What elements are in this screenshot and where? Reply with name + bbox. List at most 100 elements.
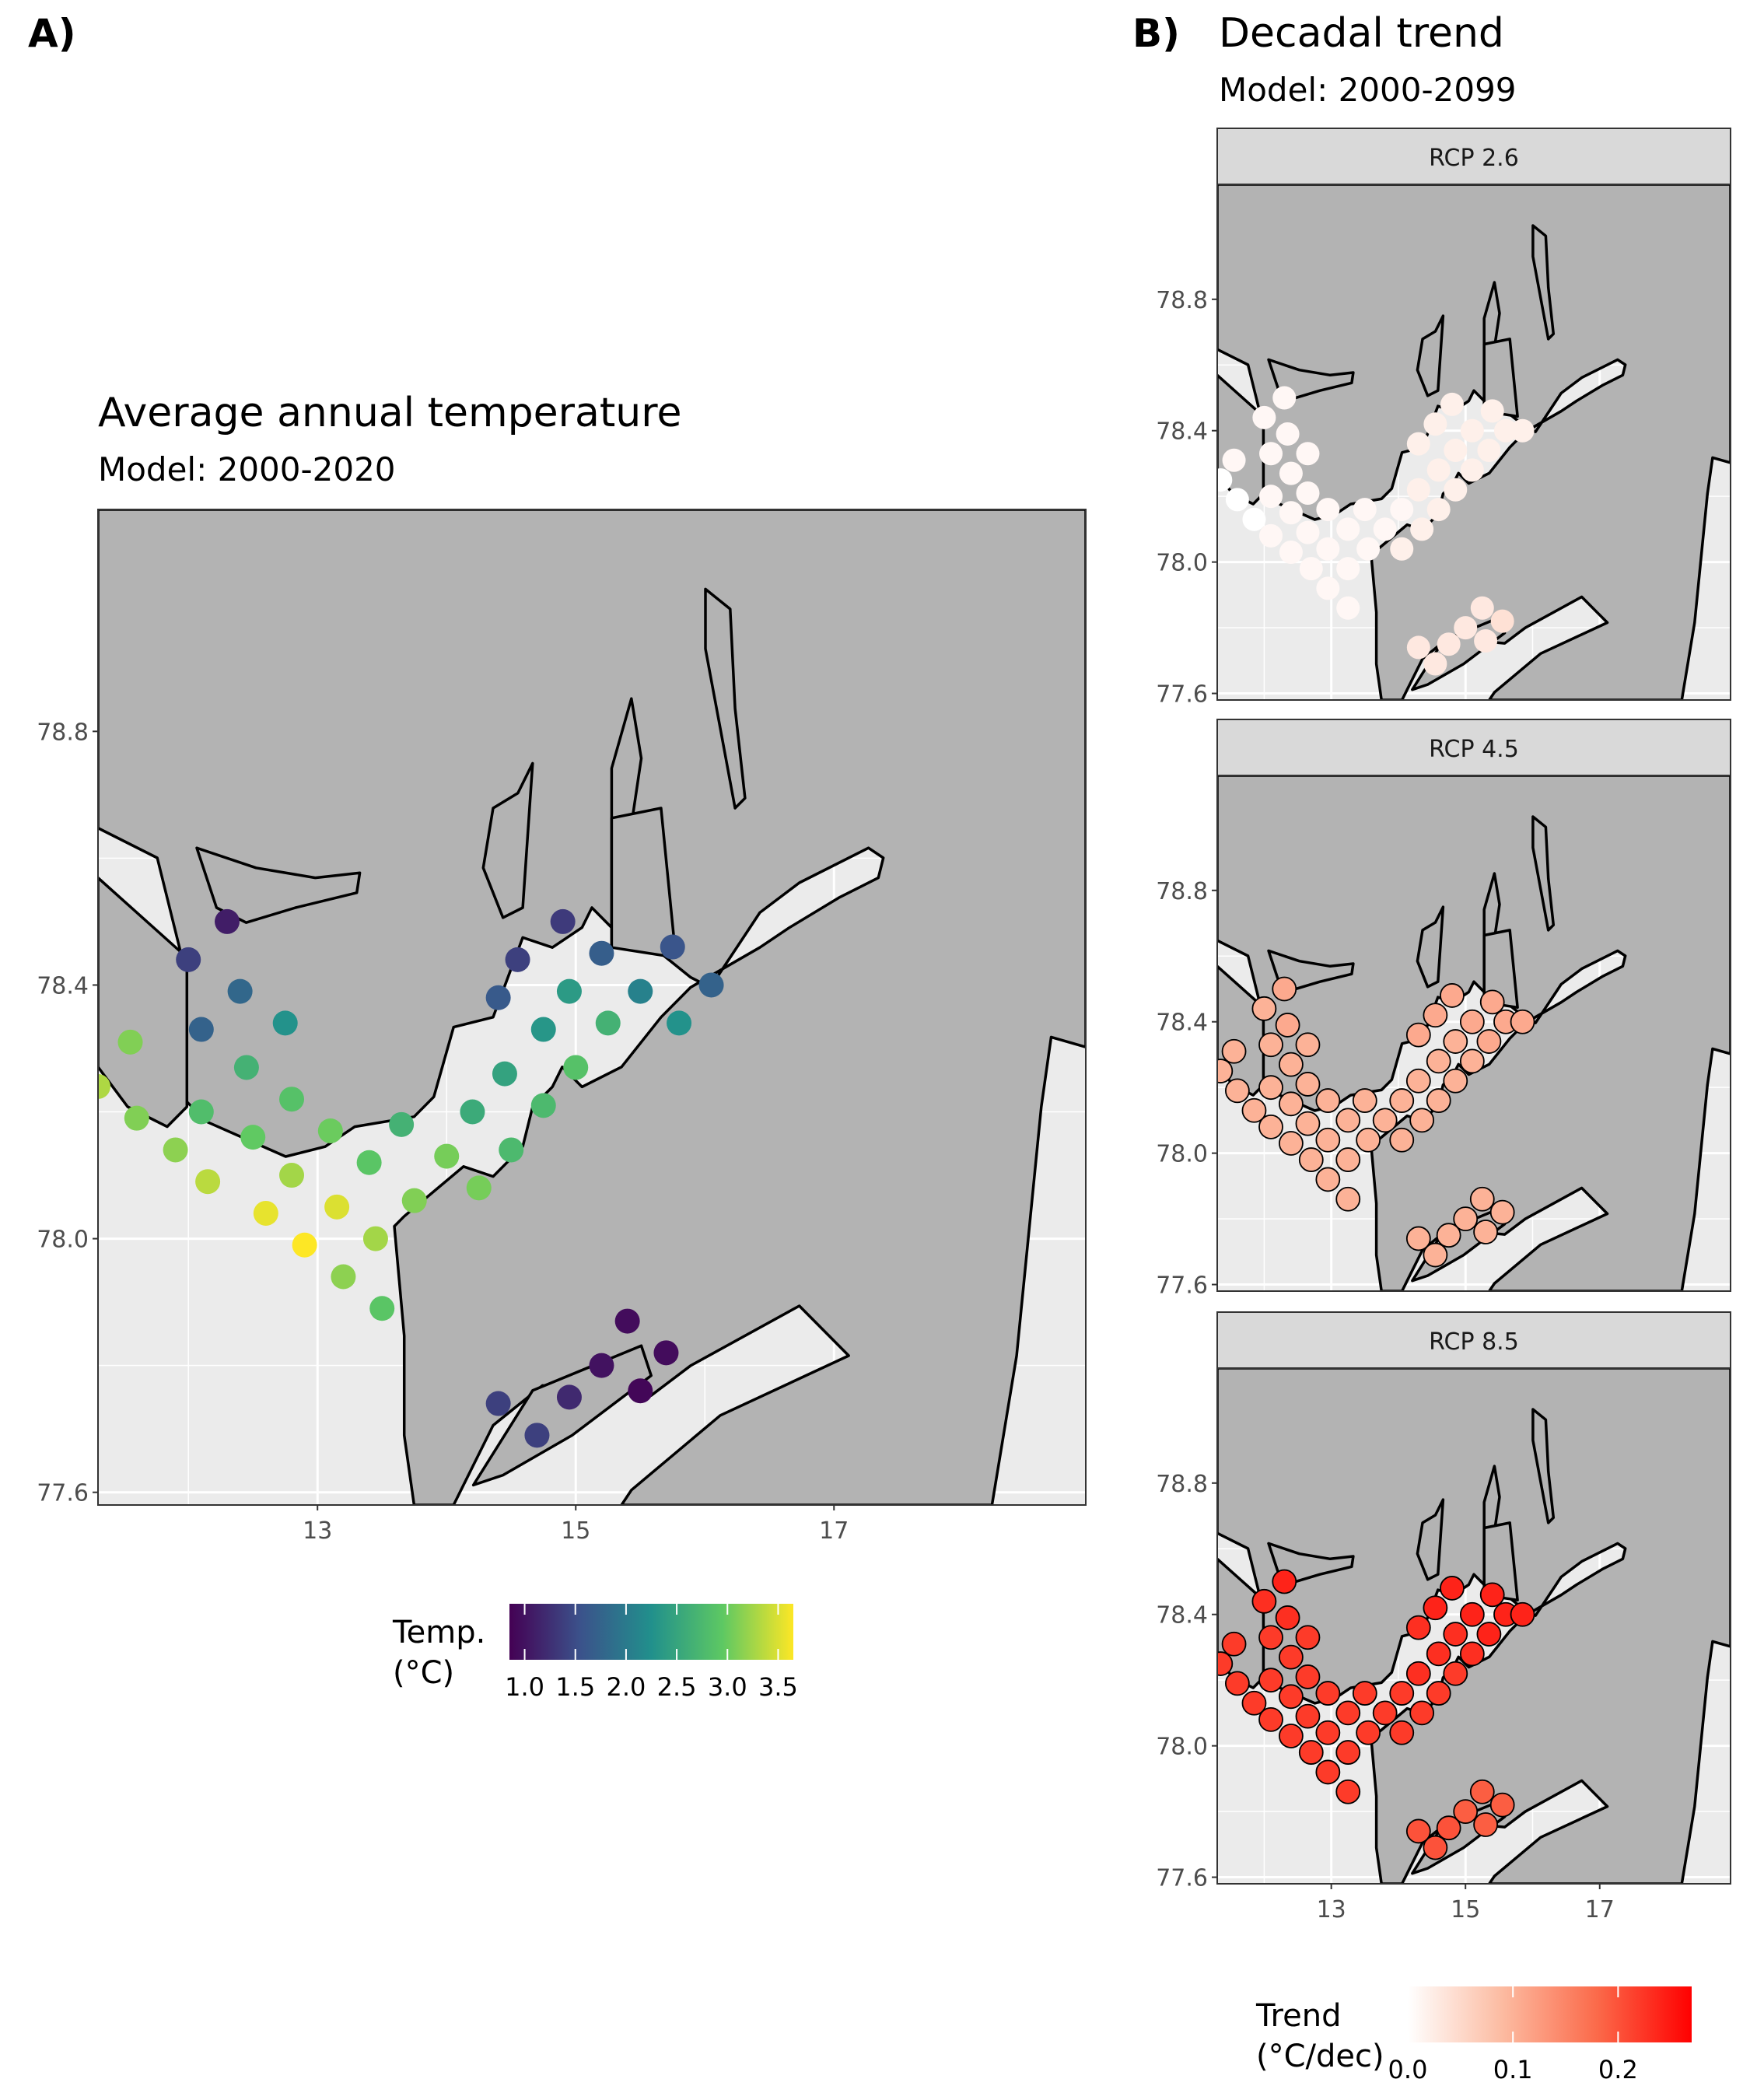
facet-1-data-point [1440,392,1464,416]
facet-2-data-point [1352,1088,1377,1113]
panel-a-plot-area [98,509,1086,1505]
panel-a-data-point [660,934,685,960]
facet-1-data-point [1454,616,1478,640]
temp-legend-title-line2: (°C) [393,1655,454,1691]
panel-a-data-point [98,1073,110,1099]
facet-1-data-point [1474,628,1498,653]
panel-a-land [98,509,1086,1505]
panel-a-data-point [324,1194,350,1220]
panel-a-y-axis: 77.6 78.0 78.4 78.8 [37,719,98,1507]
panel-a-y-tick-label: 78.0 [37,1227,89,1254]
facet-1-data-point [1510,418,1535,443]
facet-2-data-point [1356,1127,1381,1153]
panel-a-data-point [530,1017,556,1042]
facet-3-data-point [1335,1779,1361,1804]
facet-1-data-point [1222,448,1246,472]
facet-3-data-point [1217,1651,1234,1676]
facet-1-data-point [1353,498,1377,522]
panel-a-data-point [589,1353,614,1378]
facet-2-data-point [1279,1052,1304,1077]
facet-2-data-point [1372,1108,1398,1133]
colorbar-tick-label: 3.5 [758,1672,798,1702]
facet-2-data-point [1389,1088,1415,1113]
facet-3-data-point [1443,1661,1468,1686]
facet-2-data-point [1476,1029,1502,1054]
facet-3-y-tick-label: 77.6 [1156,1865,1208,1892]
colorbar-tick-label: 0.2 [1598,2055,1638,2084]
facet-1-data-point [1460,458,1484,482]
facet-1-landmass [1482,338,1519,418]
facet-3-data-point [1315,1759,1341,1785]
facet-1-data-point [1423,652,1447,676]
panel-b-letter: B) [1132,11,1180,56]
colorbar-tick-label: 2.0 [606,1672,646,1702]
facet-3-data-point [1279,1644,1304,1670]
facet-1-data-point [1225,488,1249,512]
facet-2-data-point [1423,1242,1448,1268]
facet-3-x-tick-label: 13 [1317,1896,1346,1923]
panel-a-points [98,908,724,1448]
facet-2-data-point [1453,1206,1479,1231]
facet-3-landmass [1217,1368,1731,1884]
facet-2-data-point [1315,1167,1341,1192]
facet-2-data-point [1217,1059,1234,1083]
facet-2-data-point [1335,1147,1361,1172]
facet-3-data-point [1459,1601,1485,1627]
facet-2: RCP 4.5 77.6 78.0 78.4 78.8 [1156,719,1731,1300]
facet-3-data-point [1251,1588,1277,1614]
facet-2-landmass [1482,929,1519,1010]
facet-1-data-point [1279,501,1303,525]
trend-legend-title-line2: (°C/dec) [1256,2039,1384,2074]
facet-2-data-point [1405,1068,1431,1094]
facet-3-landmass [1531,1408,1556,1524]
facet-2-data-point [1459,1048,1485,1074]
temp-colorbar [509,1604,793,1660]
facet-1-data-point [1259,485,1283,509]
panel-a-data-point [188,1099,214,1125]
facet-2-data-point [1258,1114,1283,1139]
facet-1-data-point [1490,609,1514,633]
facet-3-data-point [1476,1622,1502,1647]
facet-3-data-point [1258,1706,1283,1732]
panel-a-x-axis: 13 15 17 [303,1505,849,1545]
facet-3-data-point [1389,1681,1415,1706]
temp-legend-title-line1: Temp. [392,1615,485,1650]
facet-1-data-point [1279,461,1303,485]
panel-a-data-point [563,1055,589,1080]
facet-1-data-point [1406,635,1430,660]
facet-2-data-point [1335,1108,1361,1133]
facet-3-y-axis: 77.6 78.0 78.4 78.8 [1156,1471,1217,1892]
facet-3-data-point [1469,1779,1495,1804]
facet-2-data-point [1510,1009,1535,1034]
facet-1: RCP 2.6 77.6 78.0 78.4 78.8 [1156,128,1731,709]
panel-a-data-point [524,1423,550,1448]
facet-1-data-point [1279,540,1303,564]
facet-3-data-point [1426,1641,1451,1667]
panel-a-data-point [466,1175,492,1201]
facet-2-data-point [1459,1009,1485,1034]
panel-a-data-point [362,1226,388,1251]
facet-3-data-point [1459,1641,1485,1667]
colorbar-tick-label: 3.0 [708,1672,747,1702]
facet-3-data-point [1405,1818,1431,1844]
facet-2-data-point [1295,1032,1321,1058]
facet-strip-label: RCP 2.6 [1429,145,1519,172]
facet-2-data-point [1221,1038,1247,1064]
panel-b-title: Decadal trend [1219,10,1504,57]
facet-1-data-point [1493,418,1517,443]
facet-3-data-point [1258,1668,1283,1693]
panel-a-data-point [653,1340,679,1366]
panel-a-data-point [485,985,511,1010]
facet-2-data-point [1440,983,1465,1008]
panel-a-landmass [98,509,1086,1505]
panel-a-landmass [481,761,534,919]
panel-b-legend: Trend (°C/dec) 0.0 0.1 0.2 [1255,1986,1692,2084]
facet-2-data-point [1241,1097,1267,1123]
facet-1-y-axis: 77.6 78.0 78.4 78.8 [1156,287,1217,709]
panel-a-data-point [499,1137,524,1163]
facet-3-data-point [1473,1812,1498,1837]
facet-3-data-point [1295,1664,1321,1689]
facet-3-data-point [1479,1582,1505,1608]
panel-a-data-point [279,1087,305,1112]
